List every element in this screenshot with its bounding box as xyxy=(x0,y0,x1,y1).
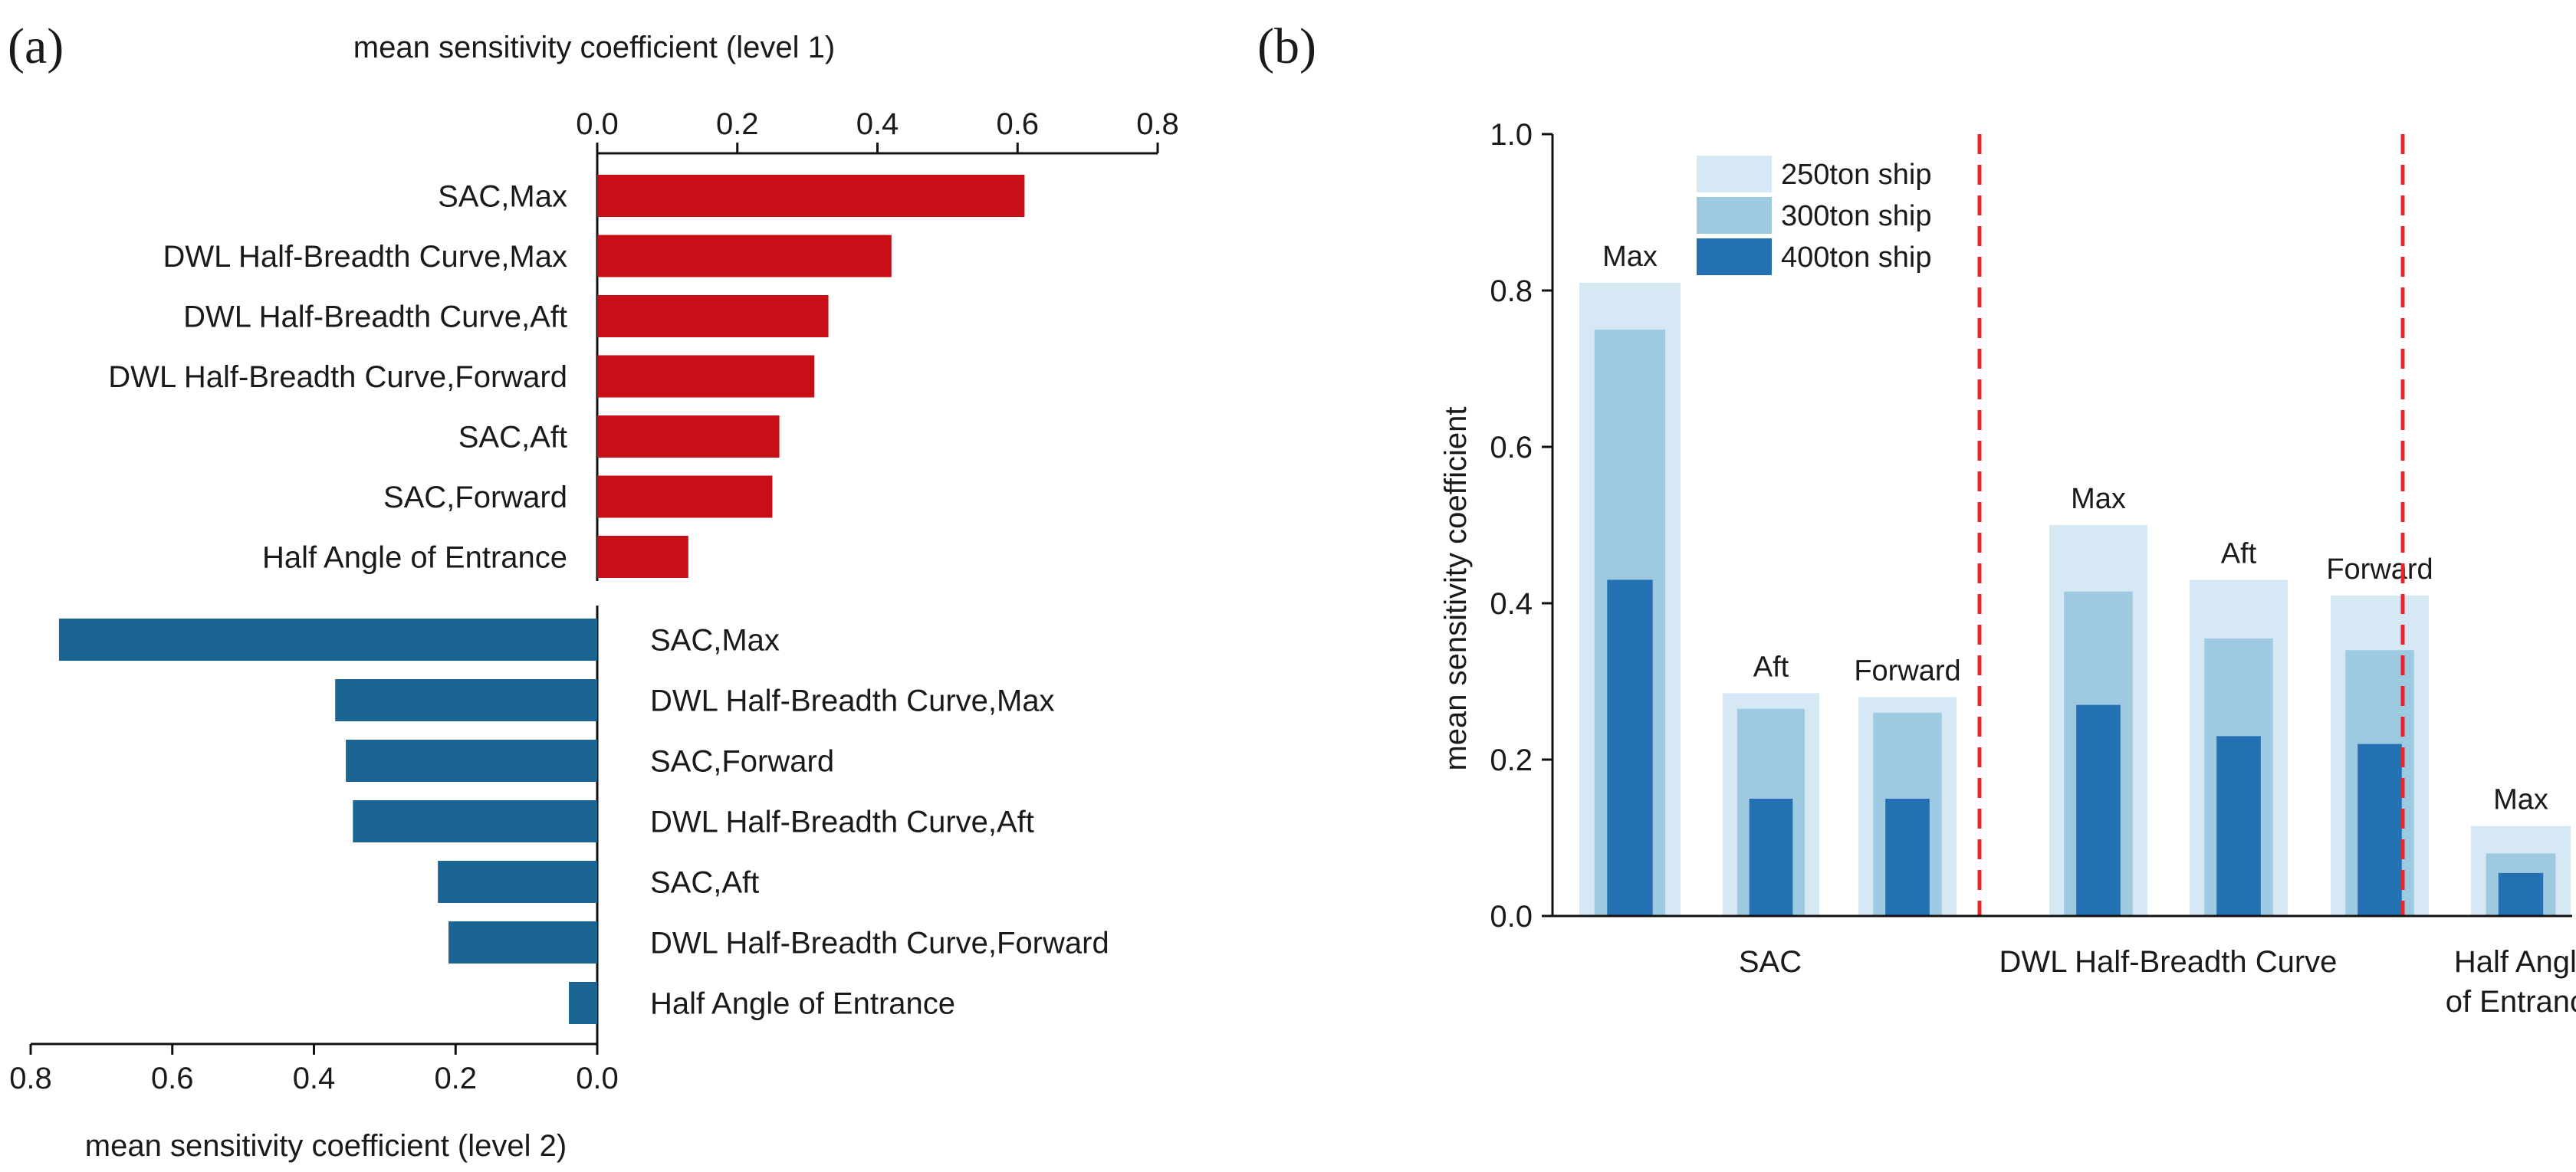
bar-400ton-ship xyxy=(2216,736,2261,916)
level2-tick-label: 0.4 xyxy=(293,1062,336,1095)
level1-axis: 0.0 0.2 0.4 0.6 0.8 xyxy=(576,107,1179,581)
panel-b-legend: 250ton ship 300ton ship 400ton ship xyxy=(1697,156,1932,275)
bar-400ton-ship xyxy=(2076,704,2121,916)
y-tick-label: 0.4 xyxy=(1490,587,1533,621)
legend-swatch xyxy=(1697,238,1772,275)
bar-400ton-ship xyxy=(1749,799,1793,916)
level2-bar xyxy=(58,619,597,661)
group-label: DWL Half-Breadth Curve xyxy=(1999,945,2338,979)
bar-label: Max xyxy=(1602,241,1658,273)
panel-a-letter: (a) xyxy=(8,18,64,74)
level2-tick-label: 0.6 xyxy=(151,1062,194,1095)
y-tick-label: 1.0 xyxy=(1490,118,1533,152)
level2-category-label: SAC,Aft xyxy=(650,866,759,900)
bar-label: Max xyxy=(2493,784,2548,816)
level2-bar xyxy=(353,800,597,842)
level2-category-label: DWL Half-Breadth Curve,Aft xyxy=(650,806,1034,839)
level1-category-label: Half Angle of Entrance xyxy=(262,541,567,575)
y-tick-label: 0.6 xyxy=(1490,431,1533,465)
level1-bar xyxy=(597,536,688,578)
level1-axis-title: mean sensitivity coefficient (level 1) xyxy=(353,31,835,64)
level1-tick-label: 0.4 xyxy=(856,107,899,141)
legend-label: 300ton ship xyxy=(1781,200,1932,232)
bar-label: Forward xyxy=(2326,553,2433,586)
panel-b-bars: Max Aft Forward Max Aft Forward Max xyxy=(1579,134,2571,916)
group-label: SAC xyxy=(1739,945,1802,979)
legend-swatch xyxy=(1697,197,1772,234)
level1-category-label: SAC,Aft xyxy=(458,421,567,455)
panel-a-chart: (a) mean sensitivity coefficient (level … xyxy=(8,18,1179,1163)
legend-label: 400ton ship xyxy=(1781,241,1932,274)
level2-category-label: DWL Half-Breadth Curve,Forward xyxy=(650,927,1109,960)
level1-bar xyxy=(597,175,1025,217)
level2-bar xyxy=(335,679,597,721)
level2-axis-title: mean sensitivity coefficient (level 2) xyxy=(85,1129,567,1163)
group-label: Half Angle xyxy=(2454,945,2576,979)
panel-b-axis: 0.0 0.2 0.4 0.6 0.8 1.0 SAC DWL Half-Breadth Cu… xyxy=(1490,118,2576,1019)
level1-tick-label: 0.8 xyxy=(1136,107,1179,141)
level1-bars: SAC,Max DWL Half-Breadth Curve,Max DWL Hal… xyxy=(108,175,1025,578)
level2-category-label: Half Angle of Entrance xyxy=(650,987,955,1021)
level1-category-label: SAC,Max xyxy=(438,180,567,214)
legend-swatch xyxy=(1697,156,1772,192)
bar-label: Aft xyxy=(1753,651,1789,683)
panel-b-chart: (b) mean sensitivity coefficient Max Aft F… xyxy=(1257,18,2576,1019)
group-label: of Entrance xyxy=(2446,985,2576,1019)
level2-axis: 0.8 0.6 0.4 0.2 0.0 xyxy=(9,606,619,1095)
level2-bar xyxy=(438,861,597,903)
level2-tick-label: 0.2 xyxy=(434,1062,477,1095)
level1-category-label: DWL Half-Breadth Curve,Aft xyxy=(183,300,567,334)
level1-bar xyxy=(597,235,892,277)
level1-tick-label: 0.2 xyxy=(716,107,759,141)
level1-bar xyxy=(597,355,815,398)
level1-bar xyxy=(597,295,829,337)
level2-bar xyxy=(449,921,597,964)
bar-400ton-ship xyxy=(1885,799,1930,916)
bar-400ton-ship xyxy=(2498,872,2544,916)
y-tick-label: 0.2 xyxy=(1490,744,1533,777)
level2-category-label: SAC,Forward xyxy=(650,745,834,779)
level2-tick-label: 0.8 xyxy=(9,1062,52,1095)
bar-400ton-ship xyxy=(1607,579,1653,916)
bar-label: Forward xyxy=(1854,655,1960,687)
level2-tick-label: 0.0 xyxy=(576,1062,619,1095)
level1-tick-label: 0.0 xyxy=(576,107,619,141)
level1-category-label: DWL Half-Breadth Curve,Forward xyxy=(108,360,567,394)
level1-category-label: SAC,Forward xyxy=(383,481,567,514)
level1-category-label: DWL Half-Breadth Curve,Max xyxy=(163,240,567,274)
level2-bar xyxy=(346,740,597,782)
panel-b-y-axis-title: mean sensitivity coefficient xyxy=(1439,406,1473,770)
level2-bar xyxy=(569,982,597,1024)
bar-400ton-ship xyxy=(2358,744,2402,916)
level1-tick-label: 0.6 xyxy=(996,107,1039,141)
level1-bar xyxy=(597,415,780,458)
bar-label: Aft xyxy=(2221,537,2257,570)
level2-category-label: SAC,Max xyxy=(650,624,780,658)
level2-category-label: DWL Half-Breadth Curve,Max xyxy=(650,684,1055,718)
level2-bars: SAC,Max DWL Half-Breadth Curve,Max SAC,For… xyxy=(58,619,1109,1024)
panel-b-letter: (b) xyxy=(1257,18,1316,74)
bar-label: Max xyxy=(2071,483,2126,515)
legend-label: 250ton ship xyxy=(1781,159,1932,191)
level1-bar xyxy=(597,475,773,518)
y-tick-label: 0.0 xyxy=(1490,900,1533,934)
y-tick-label: 0.8 xyxy=(1490,274,1533,308)
